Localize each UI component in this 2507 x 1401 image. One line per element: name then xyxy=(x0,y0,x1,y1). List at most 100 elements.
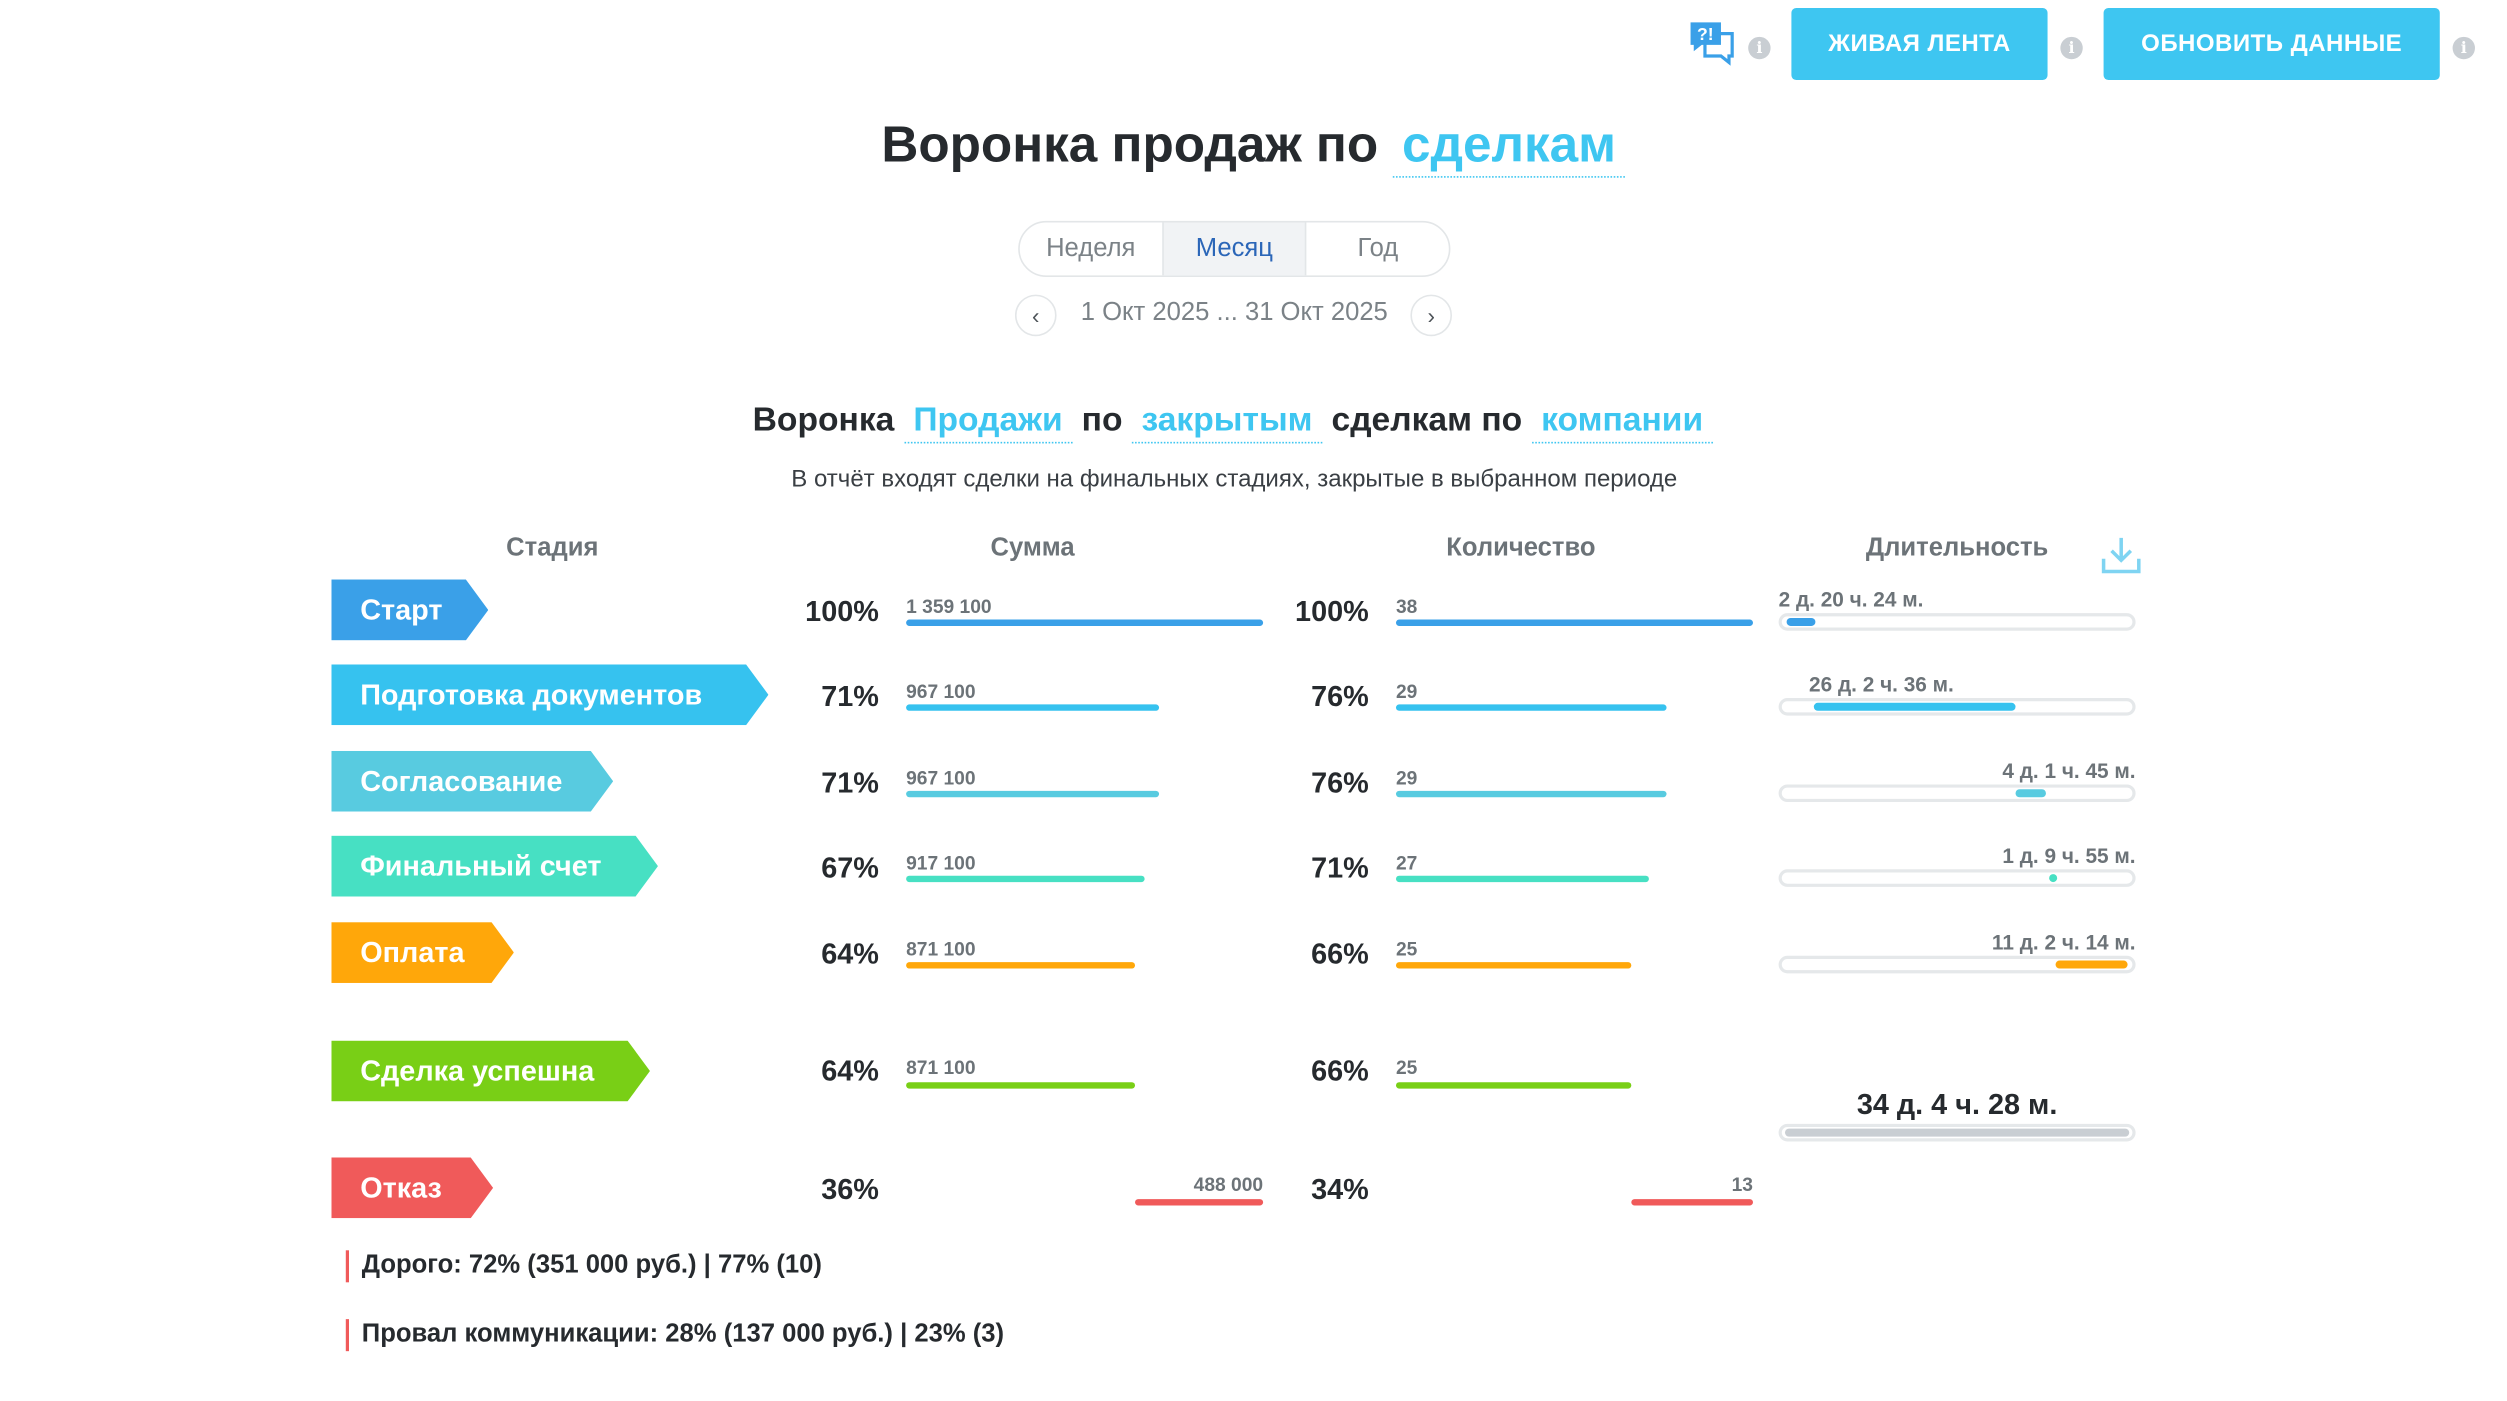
stage-count-percent: 71% xyxy=(1311,851,1369,884)
stage-tag[interactable]: Согласование xyxy=(331,751,613,812)
total-duration-fill xyxy=(1785,1128,2130,1137)
stage-duration-label: 2 д. 20 ч. 24 м. xyxy=(1778,587,1924,612)
stage-count-value: 29 xyxy=(1395,680,1418,703)
stage-duration-fill xyxy=(1813,702,2016,711)
date-range: 1 Окт 2025 ... 31 Окт 2025 xyxy=(1080,299,1388,327)
stage-sum-percent: 71% xyxy=(821,766,879,799)
column-header-stage: Стадия xyxy=(506,534,599,562)
fail-count-value: 13 xyxy=(1731,1173,1753,1196)
stage-duration-bar xyxy=(1778,697,2136,716)
stage-sum-percent: 67% xyxy=(821,851,879,884)
stage-duration-fill xyxy=(1786,617,1816,626)
fail-sum-value: 488 000 xyxy=(1193,1173,1264,1196)
stage-count-bar xyxy=(1395,619,1753,626)
stage-duration-label: 1 д. 9 ч. 55 м. xyxy=(2002,843,2136,868)
column-header-duration: Длительность xyxy=(1865,534,2049,562)
stage-sum-percent: 71% xyxy=(821,680,879,713)
stage-count-percent: 76% xyxy=(1311,766,1369,799)
stage-count-bar xyxy=(1395,790,1667,798)
stage-sum-value: 871 100 xyxy=(906,938,976,961)
subtitle-text: по xyxy=(1081,401,1123,439)
stage-count-value: 27 xyxy=(1395,851,1418,875)
entity-selector[interactable]: сделкам xyxy=(1392,115,1626,178)
fail-reason-communication[interactable]: Провал коммуникации: 28% (137 000 руб.) … xyxy=(345,1319,1004,1352)
stage-count-value: 38 xyxy=(1395,595,1418,618)
stage-sum-bar xyxy=(906,875,1145,883)
success-count-bar xyxy=(1395,1082,1632,1089)
report-note: В отчёт входят сделки на финальных стади… xyxy=(791,465,1678,494)
success-sum-bar xyxy=(906,1082,1136,1089)
stage-count-percent: 66% xyxy=(1311,938,1369,971)
scope-selector[interactable]: компании xyxy=(1531,401,1713,444)
info-icon[interactable]: i xyxy=(1748,36,1771,60)
status-selector[interactable]: закрытым xyxy=(1131,401,1323,444)
stage-duration-bar xyxy=(1778,869,2136,887)
fail-sum-percent: 36% xyxy=(821,1173,879,1206)
fail-reason-expensive[interactable]: Дорого: 72% (351 000 руб.) | 77% (10) xyxy=(345,1250,822,1283)
total-duration-bar xyxy=(1778,1123,2136,1142)
stage-duration-bar xyxy=(1778,955,2136,974)
tab-month[interactable]: Месяц xyxy=(1161,222,1307,276)
tab-year[interactable]: Год xyxy=(1357,234,1399,262)
stage-sum-percent: 100% xyxy=(805,595,879,628)
svg-text:?!: ?! xyxy=(1697,24,1714,44)
stage-duration-fill xyxy=(2049,874,2058,883)
column-header-count: Количество xyxy=(1446,534,1596,562)
period-tabs: Неделя Месяц Год xyxy=(1018,220,1451,277)
stage-sum-value: 917 100 xyxy=(906,851,976,875)
stage-duration-bar xyxy=(1778,613,2136,631)
subtitle-text: сделкам по xyxy=(1331,401,1523,439)
stage-count-value: 25 xyxy=(1395,938,1418,961)
subtitle-text: Воронка xyxy=(752,401,895,439)
stage-count-percent: 76% xyxy=(1311,680,1369,713)
funnel-subtitle: Воронка Продажи по закрытым сделкам по к… xyxy=(0,401,2465,444)
stage-tag[interactable]: Оплата xyxy=(331,922,514,983)
fail-count-percent: 34% xyxy=(1311,1173,1369,1206)
help-chat-icon[interactable]: ?! xyxy=(1686,19,1737,67)
stage-duration-bar xyxy=(1778,784,2136,803)
success-count-percent: 66% xyxy=(1311,1054,1369,1088)
page-title-prefix: Воронка продаж по xyxy=(881,115,1379,173)
tab-week[interactable]: Неделя xyxy=(1046,234,1136,262)
success-sum-value: 871 100 xyxy=(906,1056,976,1080)
fail-sum-bar xyxy=(1135,1199,1264,1206)
stage-duration-fill xyxy=(2055,960,2128,969)
stage-count-value: 29 xyxy=(1395,766,1418,790)
fail-count-bar xyxy=(1631,1199,1753,1206)
page-title: Воронка продаж по сделкам xyxy=(0,115,2507,178)
stage-sum-value: 1 359 100 xyxy=(906,595,992,618)
next-period-button[interactable]: › xyxy=(1410,294,1453,337)
stage-sum-value: 967 100 xyxy=(906,766,976,790)
prev-period-button[interactable]: ‹ xyxy=(1014,294,1057,337)
stage-sum-bar xyxy=(906,704,1160,711)
stage-count-bar xyxy=(1395,704,1667,711)
pipeline-selector[interactable]: Продажи xyxy=(903,401,1073,444)
total-duration: 34 д. 4 ч. 28 м. xyxy=(1856,1088,2058,1121)
stage-duration-label: 26 д. 2 ч. 36 м. xyxy=(1809,672,1954,697)
download-icon[interactable] xyxy=(2099,535,2144,577)
live-feed-button[interactable]: ЖИВАЯ ЛЕНТА xyxy=(1791,8,2048,81)
stage-count-bar xyxy=(1395,875,1649,883)
stage-sum-percent: 64% xyxy=(821,938,879,971)
success-count-value: 25 xyxy=(1395,1056,1418,1080)
stage-sum-bar xyxy=(906,790,1160,798)
stage-duration-label: 4 д. 1 ч. 45 м. xyxy=(2002,758,2136,783)
stage-tag[interactable]: Старт xyxy=(331,580,488,641)
stage-duration-label: 11 д. 2 ч. 14 м. xyxy=(1991,930,2136,955)
stage-count-percent: 100% xyxy=(1295,595,1369,628)
info-icon[interactable]: i xyxy=(2060,36,2083,60)
stage-tag-success[interactable]: Сделка успешна xyxy=(331,1041,650,1102)
refresh-data-button[interactable]: ОБНОВИТЬ ДАННЫЕ xyxy=(2103,8,2440,81)
stage-tag-fail[interactable]: Отказ xyxy=(331,1157,493,1218)
stage-sum-bar xyxy=(906,962,1136,969)
success-sum-percent: 64% xyxy=(821,1054,879,1088)
stage-tag[interactable]: Финальный счет xyxy=(331,836,658,897)
stage-duration-fill xyxy=(2015,789,2046,798)
stage-count-bar xyxy=(1395,962,1632,969)
stage-sum-bar xyxy=(906,619,1264,626)
info-icon[interactable]: i xyxy=(2452,36,2475,60)
stage-tag[interactable]: Подготовка документов xyxy=(331,664,768,725)
stage-sum-value: 967 100 xyxy=(906,680,976,703)
column-header-sum: Сумма xyxy=(990,534,1075,562)
